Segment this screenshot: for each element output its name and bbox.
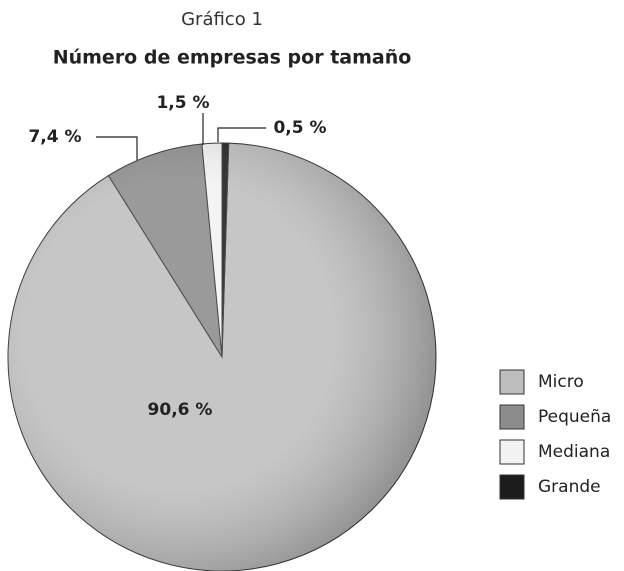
data-label: 1,5 % <box>156 93 209 113</box>
legend-swatch <box>499 474 525 500</box>
legend-label: Mediana <box>538 442 610 462</box>
leader-line <box>217 127 266 142</box>
legend-label: Micro <box>538 372 584 392</box>
legend-swatch <box>499 369 525 395</box>
data-label: 90,6 % <box>148 400 213 420</box>
legend-label: Grande <box>538 477 601 497</box>
legend-label: Pequeña <box>538 407 611 427</box>
legend-swatch <box>499 439 525 465</box>
data-label: 7,4 % <box>28 127 81 147</box>
leader-line <box>96 136 138 160</box>
chart-subtitle: Número de empresas por tamaño <box>53 47 412 69</box>
data-label: 0,5 % <box>273 118 326 138</box>
chart-title: Gráfico 1 <box>181 9 263 30</box>
legend-swatch <box>499 404 525 430</box>
pie <box>7 142 437 571</box>
